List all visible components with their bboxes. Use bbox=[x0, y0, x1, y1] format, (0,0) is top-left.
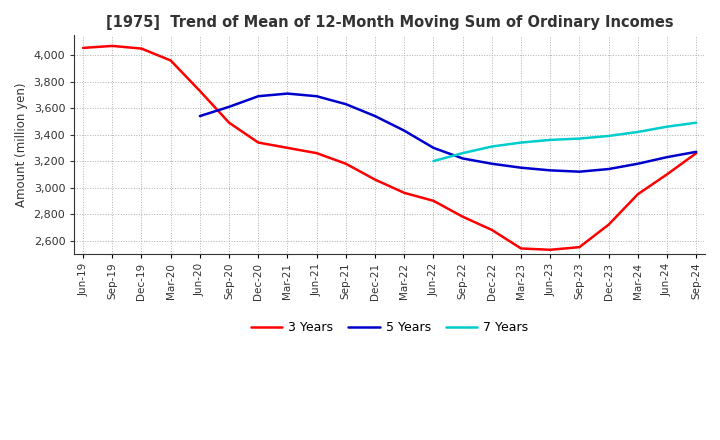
5 Years bbox=[604, 166, 613, 172]
3 Years bbox=[546, 247, 554, 253]
5 Years bbox=[283, 91, 292, 96]
3 Years bbox=[371, 177, 379, 182]
3 Years bbox=[692, 150, 701, 156]
5 Years bbox=[634, 161, 642, 166]
3 Years bbox=[604, 222, 613, 227]
5 Years bbox=[517, 165, 526, 170]
3 Years bbox=[575, 245, 584, 250]
5 Years bbox=[196, 114, 204, 119]
3 Years bbox=[429, 198, 438, 203]
7 Years bbox=[634, 129, 642, 135]
7 Years bbox=[459, 150, 467, 156]
3 Years bbox=[196, 88, 204, 94]
5 Years bbox=[312, 94, 321, 99]
3 Years bbox=[341, 161, 350, 166]
5 Years bbox=[487, 161, 496, 166]
3 Years bbox=[634, 191, 642, 197]
5 Years bbox=[400, 128, 408, 133]
5 Years bbox=[546, 168, 554, 173]
3 Years bbox=[283, 145, 292, 150]
Line: 7 Years: 7 Years bbox=[433, 123, 696, 161]
3 Years bbox=[108, 43, 117, 48]
3 Years bbox=[400, 190, 408, 195]
3 Years bbox=[78, 45, 87, 51]
3 Years bbox=[225, 120, 233, 125]
3 Years bbox=[662, 172, 671, 177]
3 Years bbox=[517, 246, 526, 251]
5 Years bbox=[459, 156, 467, 161]
5 Years bbox=[429, 145, 438, 150]
5 Years bbox=[662, 154, 671, 160]
7 Years bbox=[546, 137, 554, 143]
3 Years bbox=[459, 214, 467, 219]
Title: [1975]  Trend of Mean of 12-Month Moving Sum of Ordinary Incomes: [1975] Trend of Mean of 12-Month Moving … bbox=[106, 15, 673, 30]
3 Years bbox=[166, 58, 175, 63]
5 Years bbox=[575, 169, 584, 174]
5 Years bbox=[692, 149, 701, 154]
5 Years bbox=[371, 114, 379, 119]
7 Years bbox=[575, 136, 584, 141]
7 Years bbox=[662, 124, 671, 129]
7 Years bbox=[487, 144, 496, 149]
5 Years bbox=[341, 102, 350, 107]
7 Years bbox=[692, 120, 701, 125]
Legend: 3 Years, 5 Years, 7 Years: 3 Years, 5 Years, 7 Years bbox=[246, 316, 534, 339]
3 Years bbox=[138, 46, 146, 51]
Line: 3 Years: 3 Years bbox=[83, 46, 696, 250]
3 Years bbox=[487, 227, 496, 233]
5 Years bbox=[225, 104, 233, 110]
Y-axis label: Amount (million yen): Amount (million yen) bbox=[15, 82, 28, 207]
Line: 5 Years: 5 Years bbox=[200, 94, 696, 172]
3 Years bbox=[312, 150, 321, 156]
7 Years bbox=[604, 133, 613, 139]
5 Years bbox=[254, 94, 263, 99]
7 Years bbox=[517, 140, 526, 145]
3 Years bbox=[254, 140, 263, 145]
7 Years bbox=[429, 158, 438, 164]
